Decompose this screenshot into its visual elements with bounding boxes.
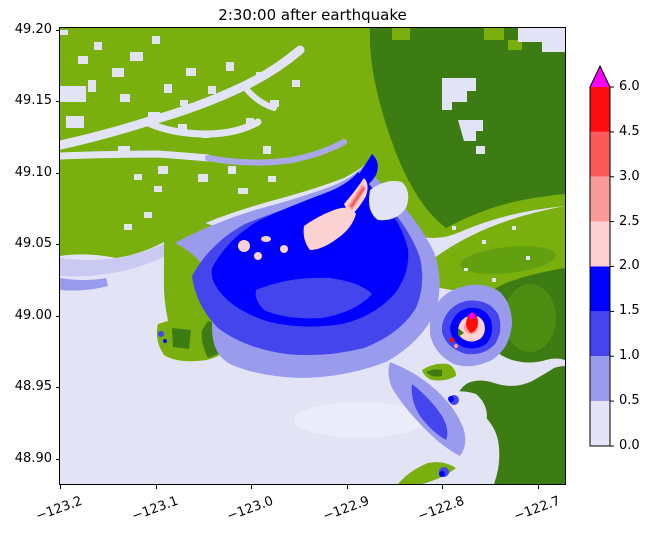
x-tick-label: −122.9: [321, 493, 372, 525]
map-bay-lowland-patch: [369, 181, 409, 221]
colorbar-ticks: [610, 86, 614, 447]
map-land-upland-north: [332, 28, 565, 228]
y-tick: [56, 387, 60, 388]
map-peninsula-upland: [172, 328, 191, 349]
map-canvas: [60, 28, 565, 484]
y-tick-label: 49.05: [14, 236, 52, 251]
map-point-flood-dot: [158, 331, 164, 337]
colorbar: [589, 64, 614, 447]
colorbar-tick-label: 6.0: [619, 79, 640, 94]
map-flood-patch: [60, 30, 68, 35]
x-tick: [156, 485, 157, 489]
colorbar-over-triangle: [590, 66, 610, 87]
map-bay-red-streak: [350, 187, 365, 208]
map-land-patch: [392, 28, 410, 40]
colorbar-segment: [590, 221, 610, 267]
map-flood-patch: [518, 28, 565, 42]
y-tick-label: 48.95: [14, 379, 52, 394]
colorbar-tick-label: 0.5: [619, 393, 640, 408]
map-coast-band-deep: [60, 278, 108, 291]
y-tick-label: 49.00: [14, 308, 52, 323]
x-tick: [538, 485, 539, 489]
colorbar-tick-label: 2.0: [619, 258, 640, 273]
x-tick-label: −123.1: [130, 493, 181, 525]
map-land-upland-se-lower: [456, 366, 565, 484]
colorbar-segment: [590, 131, 610, 177]
map-valley-shade: [460, 246, 556, 274]
map-bay-pink-spot: [261, 236, 271, 242]
map-land-patch: [508, 40, 522, 50]
map-marina-dot: [439, 471, 445, 477]
map-bay-inner-level2: [255, 277, 372, 319]
colorbar-tick-label: 0.0: [619, 438, 640, 453]
colorbar-segment: [590, 311, 610, 357]
map-bay-pink-spot: [280, 245, 288, 253]
y-tick: [56, 101, 60, 102]
map-valley: [414, 206, 565, 292]
y-tick: [56, 173, 60, 174]
y-tick: [56, 316, 60, 317]
map-point-flood-dot: [163, 339, 167, 343]
x-tick-label: −122.8: [416, 493, 467, 525]
x-tick: [251, 485, 252, 489]
map-coast-band: [60, 242, 174, 277]
x-tick-label: −123.2: [34, 493, 85, 525]
map-valley-specks: [452, 226, 530, 282]
map-hotspot: [430, 284, 512, 367]
x-tick-label: −123.0: [225, 493, 276, 525]
y-tick-label: 49.10: [14, 165, 52, 180]
y-tick-label: 49.20: [14, 22, 52, 37]
colorbar-tick-label: 4.5: [619, 124, 640, 139]
colorbar-segment: [590, 176, 610, 222]
colorbar-outline: [589, 64, 611, 447]
map-bay-pink-spot: [254, 252, 262, 260]
y-tick: [56, 244, 60, 245]
map-land-patch: [484, 28, 504, 40]
colorbar-tick-label: 1.5: [619, 303, 640, 318]
map-bay-pink-patch: [303, 207, 356, 250]
x-tick: [60, 485, 61, 489]
map-strait-arc-level2: [411, 384, 448, 440]
map-delta-flood-cells: [60, 36, 300, 230]
map-flood-patch: [476, 146, 485, 154]
colorbar-segment: [590, 401, 610, 446]
map-flood-patch: [542, 42, 565, 52]
colorbar-tick-label: 3.0: [619, 169, 640, 184]
map-axes: [59, 27, 566, 485]
map-bay-pink-spot: [238, 240, 250, 252]
map-sea-swirl: [294, 402, 426, 438]
y-tick-label: 49.15: [14, 93, 52, 108]
x-tick: [442, 485, 443, 489]
map-flood-patch: [442, 78, 476, 110]
y-tick: [56, 30, 60, 31]
map-upland-shade: [504, 284, 556, 352]
colorbar-tick-label: 2.5: [619, 214, 640, 229]
x-tick: [347, 485, 348, 489]
map-birch-flood-dot: [448, 396, 454, 402]
map-flood-patch: [458, 120, 483, 141]
map-land-bottom-wedge: [398, 462, 456, 484]
map-bay-finger: [356, 154, 378, 188]
colorbar-segment: [590, 356, 610, 402]
map-river-channels: [60, 45, 347, 166]
colorbar-segment: [590, 266, 610, 312]
colorbar-segment: [590, 87, 610, 132]
y-tick: [56, 459, 60, 460]
colorbar-tick-label: 1.0: [619, 348, 640, 363]
y-tick-label: 48.90: [14, 451, 52, 466]
x-tick-label: −122.7: [512, 493, 563, 525]
plot-title: 2:30:00 after earthquake: [218, 6, 407, 24]
map-spit-upland: [426, 369, 442, 377]
